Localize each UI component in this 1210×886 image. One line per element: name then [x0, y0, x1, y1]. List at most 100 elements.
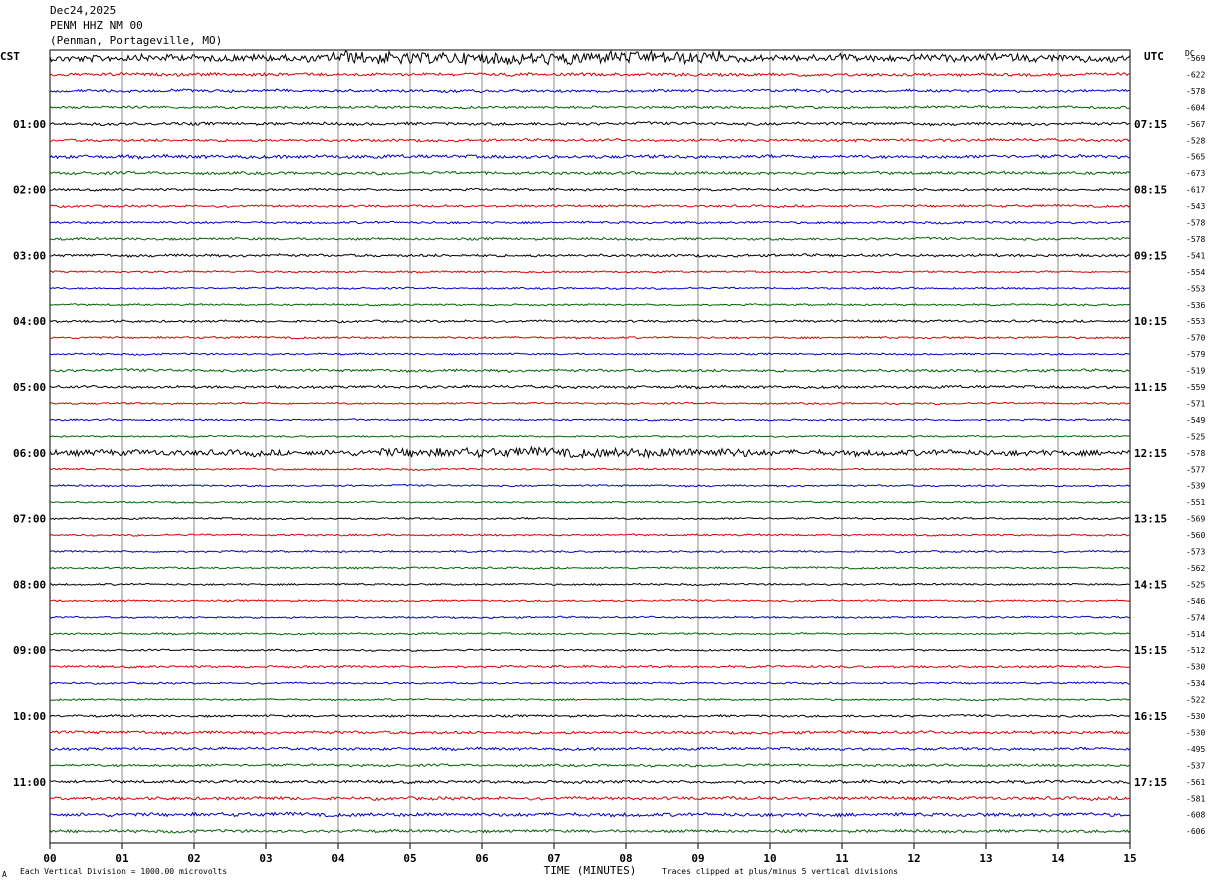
hour-label-utc: 12:15 [1134, 447, 1167, 460]
dc-offset-label: -577 [1186, 465, 1205, 474]
seismic-trace [49, 368, 1131, 374]
seismic-trace [49, 828, 1131, 834]
dc-offset-label: -571 [1186, 399, 1205, 408]
x-tick-label: 12 [907, 852, 920, 865]
hour-label-utc: 17:15 [1134, 776, 1167, 789]
dc-offset-label: -536 [1186, 301, 1205, 310]
dc-offset-label: -565 [1186, 153, 1205, 162]
seismic-trace [49, 417, 1131, 422]
dc-offset-label: -562 [1186, 564, 1205, 573]
seismic-trace [49, 121, 1131, 127]
x-tick-label: 05 [403, 852, 416, 865]
dc-offset-label: -553 [1186, 284, 1205, 293]
hour-label-cst: 10:00 [13, 710, 46, 723]
seismic-trace [49, 153, 1131, 160]
dc-offset-label: -561 [1186, 778, 1205, 787]
hour-label-cst: 09:00 [13, 644, 46, 657]
dc-offset-label: -512 [1186, 646, 1205, 655]
hour-label-cst: 06:00 [13, 447, 46, 460]
dc-offset-label: -560 [1186, 531, 1205, 540]
seismic-trace [49, 648, 1131, 652]
header-station: PENM HHZ NM 00 [50, 19, 143, 32]
x-tick-label: 08 [619, 852, 632, 865]
dc-offset-label: -554 [1186, 268, 1205, 277]
seismic-trace [49, 49, 1131, 66]
x-tick-label: 15 [1123, 852, 1136, 865]
seismic-trace [49, 713, 1131, 719]
seismic-trace [50, 599, 1131, 603]
dc-offset-label: -574 [1186, 613, 1205, 622]
seismic-trace [49, 88, 1130, 94]
hour-label-utc: 08:15 [1134, 184, 1167, 197]
seismic-trace [49, 286, 1131, 291]
seismic-trace [49, 582, 1131, 587]
hour-label-utc: 07:15 [1134, 118, 1167, 131]
x-tick-label: 02 [187, 852, 200, 865]
seismic-trace [49, 565, 1131, 570]
seismic-trace [49, 270, 1131, 274]
hour-label-cst: 03:00 [13, 249, 46, 262]
dc-offset-label: -541 [1186, 251, 1205, 260]
seismic-trace [49, 664, 1131, 669]
seismic-trace [49, 730, 1131, 736]
hour-label-utc: 10:15 [1134, 315, 1167, 328]
dc-offset-label: -530 [1186, 663, 1205, 672]
seismic-trace [49, 631, 1131, 636]
seismic-trace [49, 795, 1131, 801]
right-timezone-label: UTC [1144, 50, 1164, 63]
dc-offset-label: -567 [1186, 120, 1205, 129]
seismic-trace [49, 697, 1131, 702]
dc-offset-label: -604 [1186, 103, 1205, 112]
seismic-trace [49, 434, 1131, 438]
seismic-trace [49, 187, 1131, 192]
corner-mark: A [2, 870, 7, 879]
dc-offset-label: -579 [1186, 350, 1205, 359]
seismic-trace [49, 445, 1131, 460]
dc-offset-label: -528 [1186, 136, 1205, 145]
clip-note: Traces clipped at plus/minus 5 vertical … [662, 867, 899, 876]
hour-label-utc: 13:15 [1134, 513, 1167, 526]
x-tick-label: 09 [691, 852, 704, 865]
dc-offset-label: -559 [1186, 383, 1205, 392]
x-tick-label: 00 [43, 852, 56, 865]
dc-offset-label: -578 [1186, 219, 1205, 228]
hour-label-cst: 02:00 [13, 184, 46, 197]
seismic-trace [49, 549, 1131, 554]
vertical-division-note: Each Vertical Division = 1000.00 microvo… [20, 867, 228, 876]
hour-label-utc: 15:15 [1134, 644, 1167, 657]
seismic-trace [49, 384, 1131, 390]
dc-label: DC [1185, 49, 1195, 58]
hour-label-utc: 11:15 [1134, 381, 1167, 394]
hour-label-cst: 08:00 [13, 578, 46, 591]
x-tick-label: 03 [259, 852, 272, 865]
hour-label-cst: 07:00 [13, 513, 46, 526]
seismic-trace [49, 778, 1131, 785]
seismic-trace [49, 302, 1131, 307]
seismic-trace [49, 352, 1131, 356]
seismic-trace [49, 763, 1131, 768]
dc-offset-label: -578 [1186, 87, 1205, 96]
x-tick-label: 06 [475, 852, 489, 865]
dc-offset-label: -578 [1186, 449, 1205, 458]
hour-label-cst: 11:00 [13, 776, 46, 789]
seismic-trace [49, 681, 1131, 685]
hour-label-utc: 14:15 [1134, 578, 1167, 591]
dc-offset-label: -534 [1186, 679, 1205, 688]
dc-offset-label: -495 [1186, 745, 1205, 754]
dc-offset-label: -573 [1186, 548, 1205, 557]
seismic-trace [49, 71, 1131, 78]
dc-offset-label: -546 [1186, 597, 1205, 606]
x-tick-label: 13 [979, 852, 992, 865]
x-tick-label: 01 [115, 852, 129, 865]
seismic-trace [49, 811, 1131, 818]
seismic-trace [49, 746, 1131, 752]
dc-offset-label: -617 [1186, 186, 1205, 195]
x-axis-label: TIME (MINUTES) [544, 864, 637, 877]
seismic-trace [49, 533, 1131, 537]
dc-offset-label: -581 [1186, 794, 1205, 803]
seismic-trace [49, 467, 1131, 471]
hour-label-utc: 16:15 [1134, 710, 1167, 723]
dc-offset-label: -553 [1186, 317, 1205, 326]
x-tick-label: 11 [835, 852, 849, 865]
hour-label-cst: 05:00 [13, 381, 46, 394]
